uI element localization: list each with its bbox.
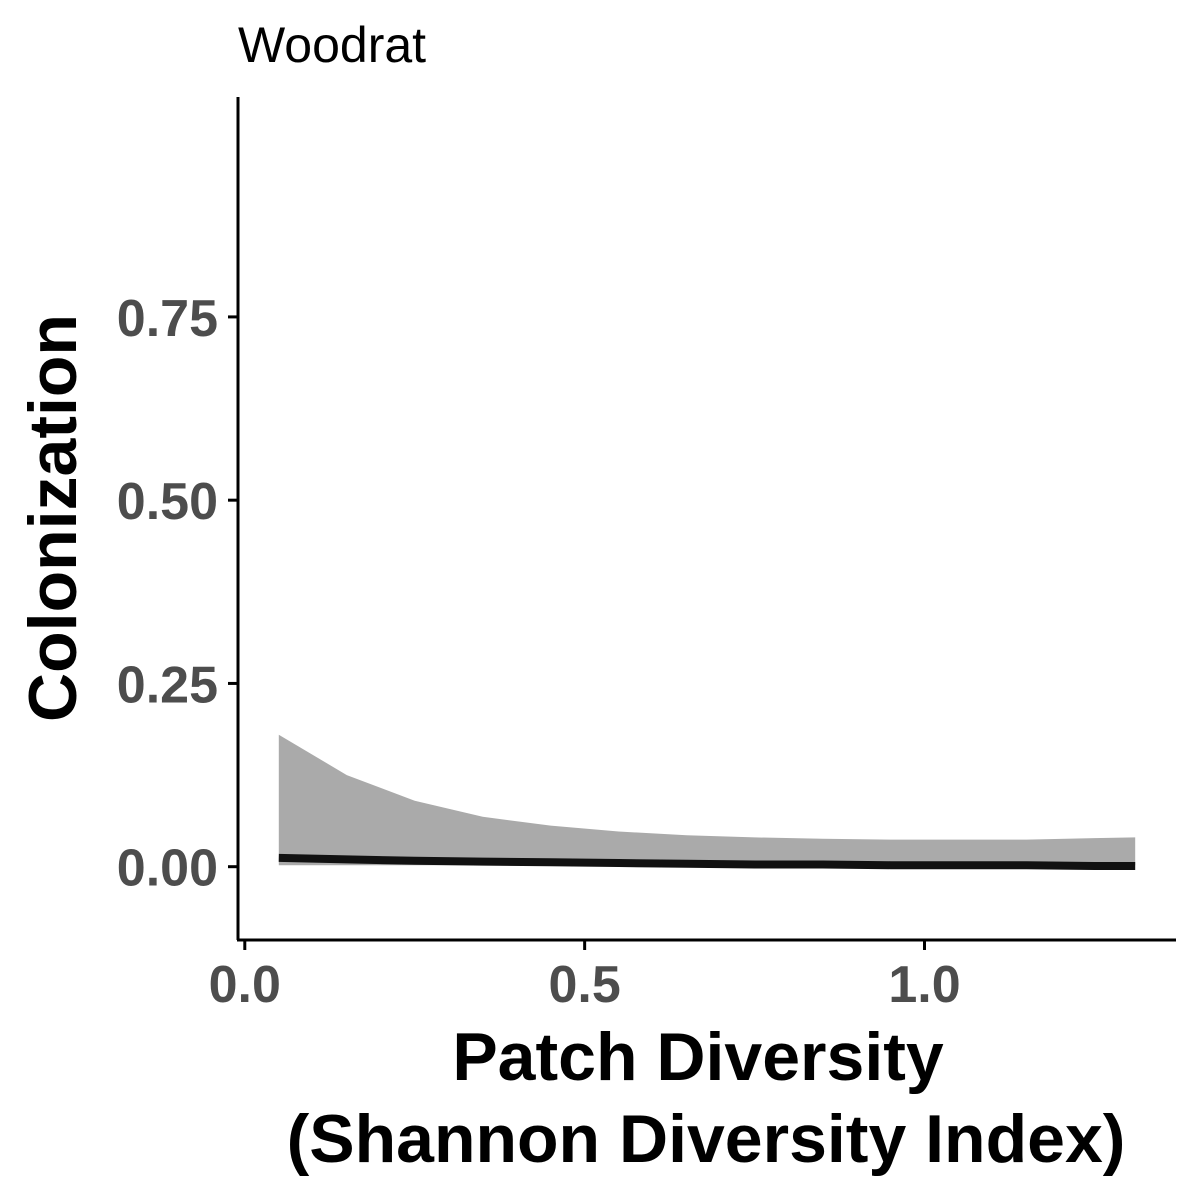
- x-tick-label: 0.0: [209, 956, 281, 1014]
- y-tick-label: 0.00: [117, 840, 218, 898]
- x-axis-title-line-1: Patch Diversity: [452, 1019, 944, 1095]
- fitted-line-0: [278, 853, 1136, 870]
- plot-area: [278, 734, 1136, 870]
- chart-title: Woodrat: [238, 17, 426, 73]
- y-axis-ticks: 0.00 0.25 0.50 0.75: [117, 290, 238, 898]
- y-tick-label: 0.25: [117, 656, 218, 714]
- x-axis-ticks: 0.0 0.5 1.0: [209, 940, 961, 1014]
- confidence-ribbon-0: [278, 734, 1136, 866]
- y-axis-title: Colonization: [15, 314, 91, 722]
- x-tick-label: 0.5: [549, 956, 621, 1014]
- y-tick-label: 0.75: [117, 290, 218, 348]
- x-axis-title-line-2: (Shannon Diversity Index): [287, 1101, 1126, 1177]
- x-tick-label: 1.0: [888, 956, 960, 1014]
- y-tick-label: 0.50: [117, 473, 218, 531]
